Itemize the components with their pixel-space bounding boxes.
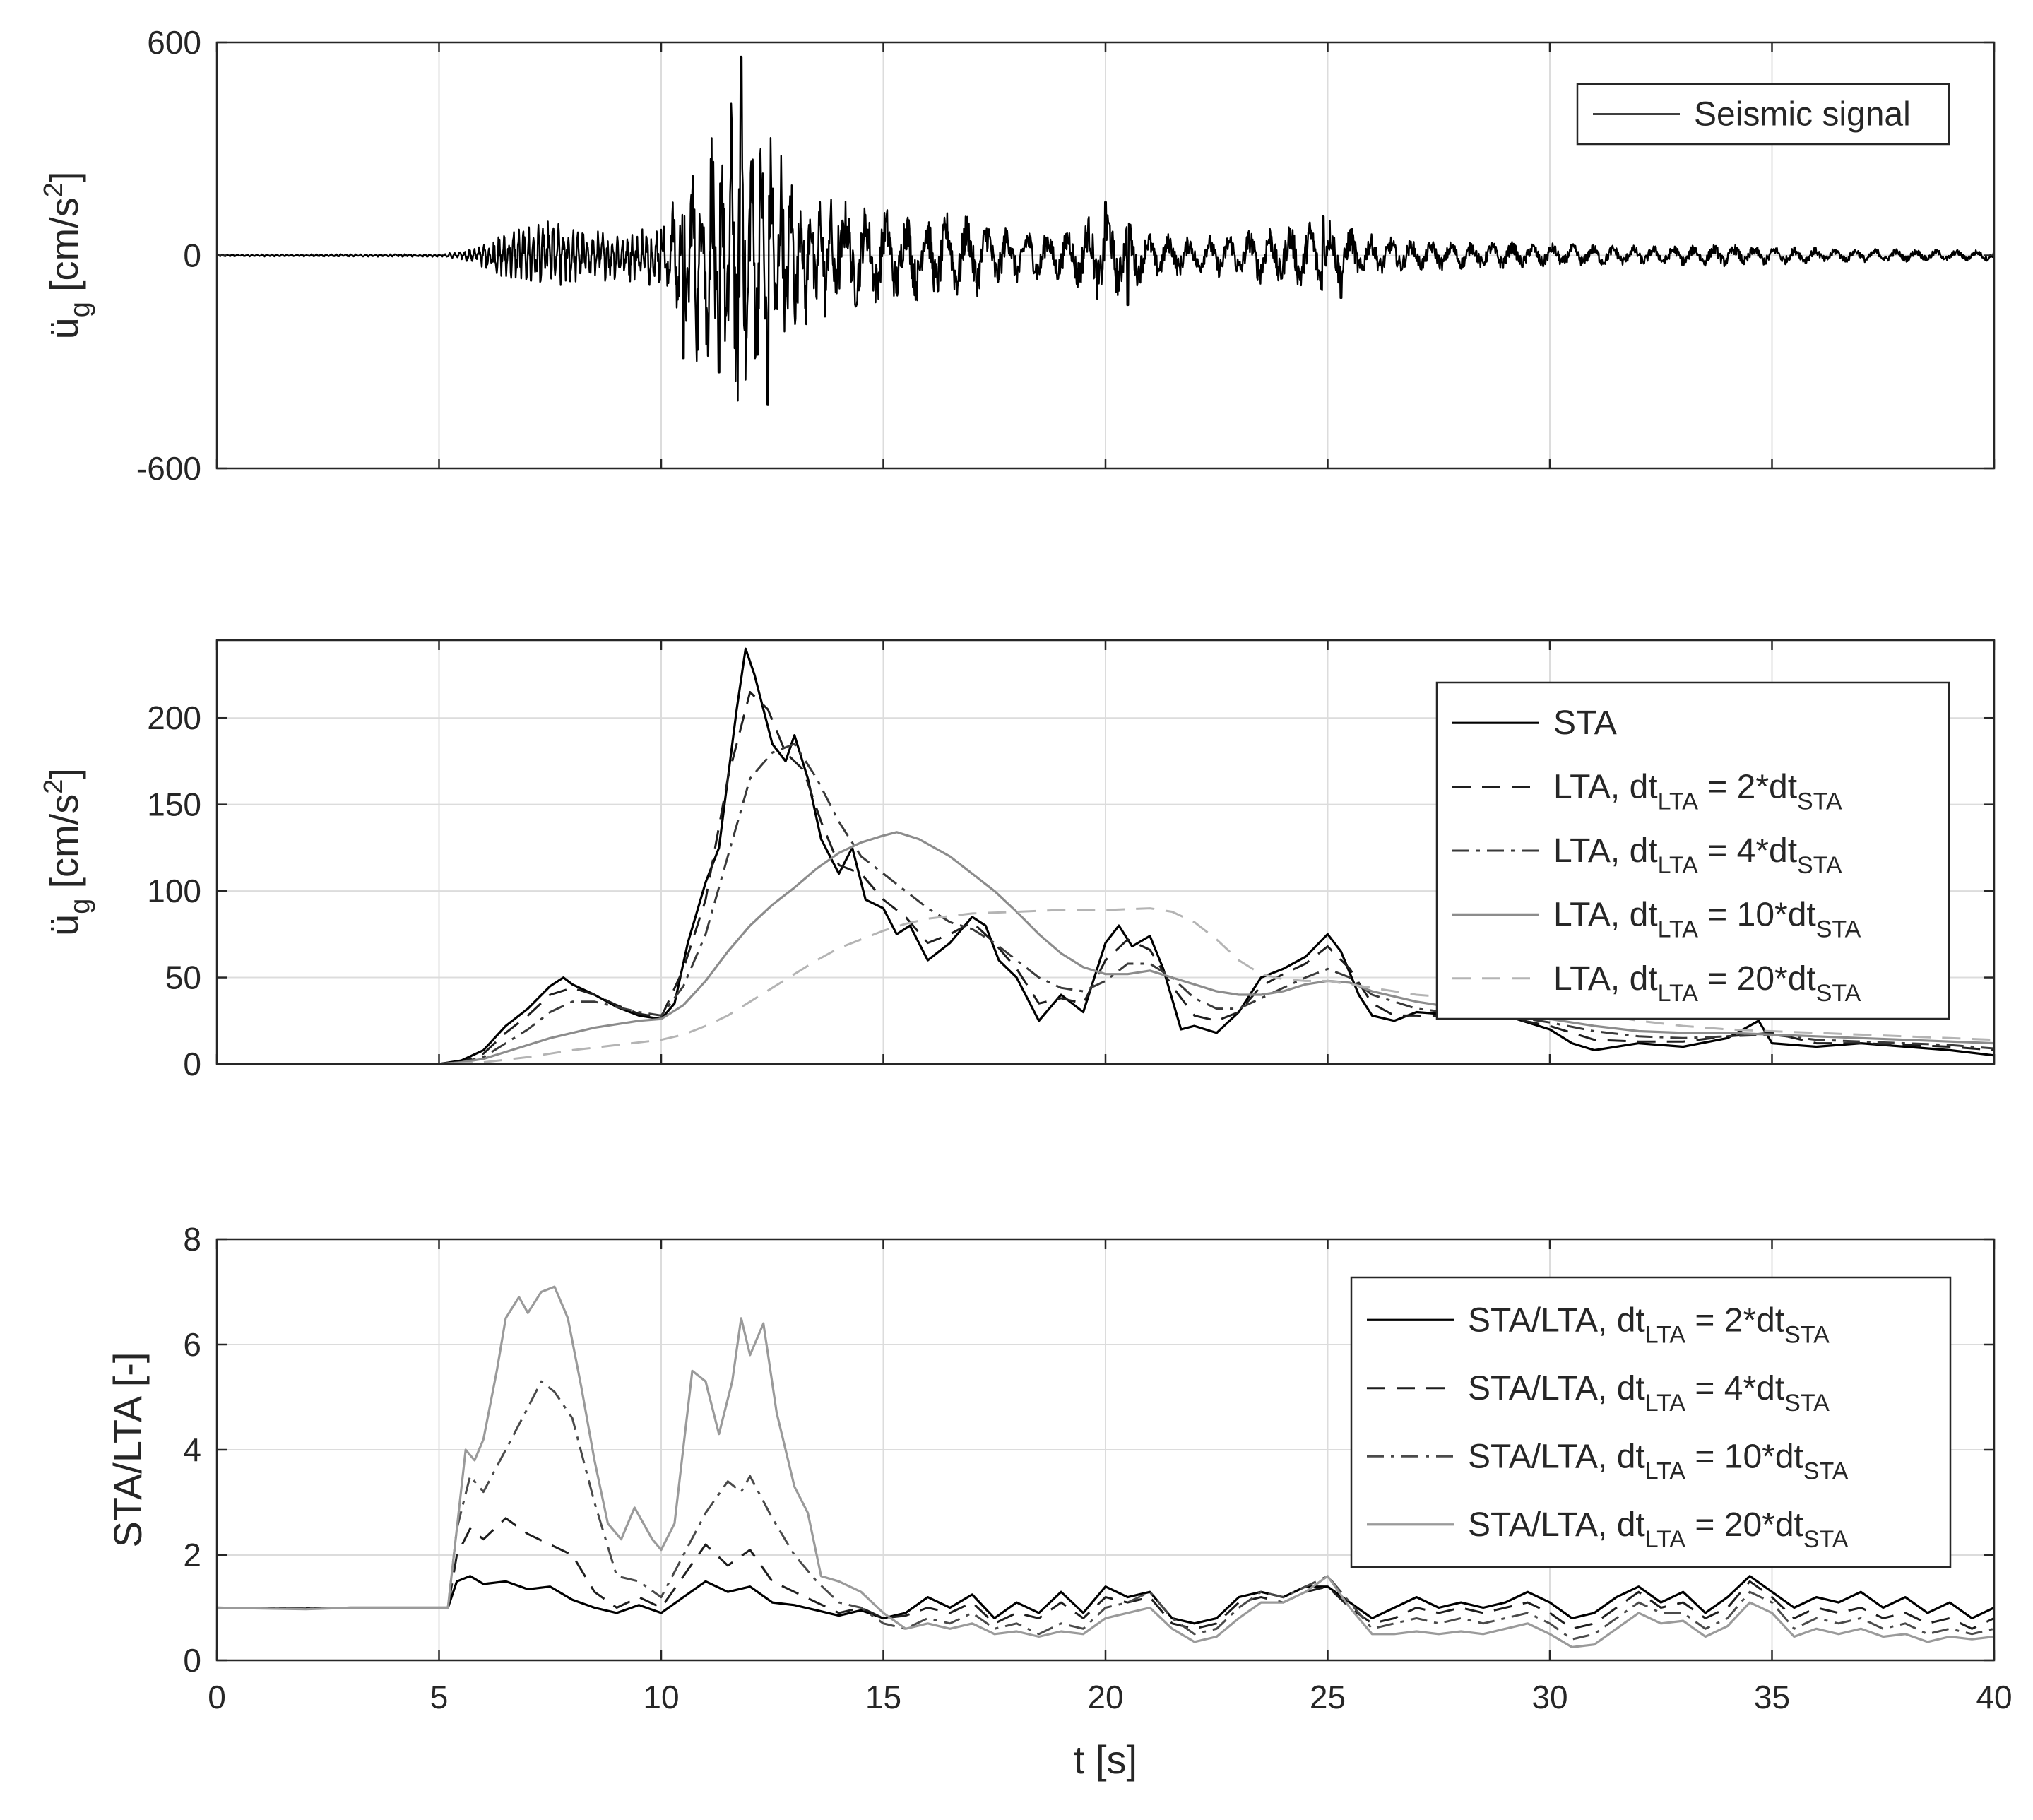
series-line-4 <box>217 831 1994 1064</box>
legend-sub: STA <box>1803 1458 1849 1484</box>
legend-label-2: STA/LTA, dtLTA = 4*dtSTA <box>1468 1370 1830 1417</box>
legend-sub: LTA <box>1645 1458 1686 1484</box>
y-axis-label-close: ] <box>42 172 86 183</box>
legend-sub: LTA <box>1658 788 1699 815</box>
legend-label-5: LTA, dtLTA = 20*dtSTA <box>1553 960 1861 1007</box>
legend-sub: LTA <box>1658 916 1699 942</box>
series-line-4 <box>217 1285 1994 1648</box>
series-line-1 <box>217 1575 1994 1625</box>
legend-text: = 2*dt <box>1698 769 1797 806</box>
y-tick-label: 600 <box>147 24 201 61</box>
y-tick-label: 6 <box>183 1326 201 1363</box>
legend-label-2: LTA, dtLTA = 2*dtSTA <box>1553 769 1842 815</box>
legend-label-1: STA/LTA, dtLTA = 2*dtSTA <box>1468 1301 1830 1348</box>
legend-sub: LTA <box>1658 980 1699 1007</box>
panel-3: 0 2 4 6 8 0 5 10 15 20 25 30 35 40 t [s] STA/LTA [-] STA… <box>105 1221 2013 1782</box>
legend-sub: LTA <box>1645 1321 1686 1348</box>
legend-sub: STA <box>1797 852 1842 879</box>
legend-text: = 10*dt <box>1698 896 1816 933</box>
legend-sub: LTA <box>1645 1390 1686 1417</box>
ticks <box>215 640 1996 1065</box>
legend-text: = 4*dt <box>1698 832 1797 870</box>
y-axis-label-sup: 2 <box>39 182 69 197</box>
y-tick-label: -600 <box>136 450 201 487</box>
legend-text: = 20*dt <box>1685 1506 1803 1544</box>
x-tick-label: 35 <box>1754 1679 1790 1715</box>
x-tick-label: 0 <box>208 1679 226 1715</box>
y-axis-label-sub: g <box>64 899 95 914</box>
x-axis-label: t [s] <box>1074 1737 1137 1782</box>
legend-label-4: STA/LTA, dtLTA = 20*dtSTA <box>1468 1506 1849 1553</box>
x-tick-label: 25 <box>1310 1679 1346 1715</box>
legend-text: STA/LTA, dt <box>1468 1438 1645 1475</box>
legend-text: LTA, dt <box>1553 769 1658 806</box>
series-line-5 <box>217 907 1994 1064</box>
y-axis-label-unit: [cm/s <box>42 197 86 292</box>
y-axis-label-base: ü <box>42 914 86 936</box>
y-axis-label-sub: g <box>64 302 95 317</box>
legend-sub: STA <box>1784 1321 1830 1348</box>
legend-sub: STA <box>1816 980 1861 1007</box>
legend-sub: STA <box>1803 1526 1849 1553</box>
ticks <box>215 41 1996 470</box>
y-axis-label-close: ] <box>42 768 86 779</box>
y-tick-label: 50 <box>165 959 201 996</box>
y-tick-label: 0 <box>183 1046 201 1082</box>
y-axis-label: üg [cm/s2] <box>39 768 95 936</box>
legend-sub: STA <box>1816 916 1861 942</box>
legend-text: STA <box>1553 704 1617 742</box>
series-line-2 <box>217 691 1994 1064</box>
y-axis-label-unit: [cm/s <box>42 794 86 889</box>
legend-label-3: LTA, dtLTA = 4*dtSTA <box>1553 832 1842 879</box>
ticks <box>215 1238 1996 1662</box>
y-tick-label: 200 <box>147 699 201 736</box>
legend-text: LTA, dt <box>1553 960 1658 998</box>
y-tick-label: 0 <box>183 237 201 274</box>
y-axis-label-sup: 2 <box>39 779 69 794</box>
y-tick-label: 2 <box>183 1537 201 1573</box>
legend-sub: STA <box>1797 788 1842 815</box>
y-tick-label: 100 <box>147 873 201 909</box>
y-tick-label: 8 <box>183 1221 201 1258</box>
x-tick-label: 5 <box>430 1679 449 1715</box>
legend-label-4: LTA, dtLTA = 10*dtSTA <box>1553 896 1861 942</box>
x-tick-label: 40 <box>1976 1679 2012 1715</box>
y-axis-label: üg [cm/s2] <box>39 172 95 340</box>
y-tick-label: 4 <box>183 1431 201 1468</box>
legend-sub: LTA <box>1645 1526 1686 1553</box>
legend-text: STA/LTA, dt <box>1468 1506 1645 1544</box>
y-tick-label: 150 <box>147 786 201 823</box>
legend-text: = 20*dt <box>1698 960 1816 998</box>
legend-label-3: STA/LTA, dtLTA = 10*dtSTA <box>1468 1438 1849 1484</box>
legend-text: = 10*dt <box>1685 1438 1803 1475</box>
legend: Seismic signal <box>1576 83 1950 146</box>
y-tick-label: 0 <box>183 1642 201 1679</box>
legend-text: STA/LTA, dt <box>1468 1370 1645 1407</box>
y-axis-label: STA/LTA [-] <box>105 1352 150 1548</box>
legend-label-1: Seismic signal <box>1694 96 1911 134</box>
series-line-1 <box>217 55 1994 406</box>
legend-sub: STA <box>1784 1390 1830 1417</box>
legend-label-1: STA <box>1553 704 1617 742</box>
legend-text: = 2*dt <box>1685 1301 1784 1339</box>
x-tick-label: 10 <box>643 1679 679 1715</box>
series-line-3 <box>217 743 1994 1064</box>
x-tick-label: 15 <box>865 1679 901 1715</box>
legend-sub: LTA <box>1658 852 1699 879</box>
legend-text: = 4*dt <box>1685 1370 1784 1407</box>
legend-text: LTA, dt <box>1553 896 1658 933</box>
legend-box <box>1350 1276 1952 1568</box>
y-axis-label-base: ü <box>42 317 86 339</box>
legend-text: STA/LTA, dt <box>1468 1301 1645 1339</box>
x-tick-label: 30 <box>1531 1679 1567 1715</box>
x-tick-label: 20 <box>1087 1679 1123 1715</box>
legend-text: LTA, dt <box>1553 832 1658 870</box>
panel-1: -600 0 600 üg [cm/s2] Seismic signal <box>39 24 1996 487</box>
